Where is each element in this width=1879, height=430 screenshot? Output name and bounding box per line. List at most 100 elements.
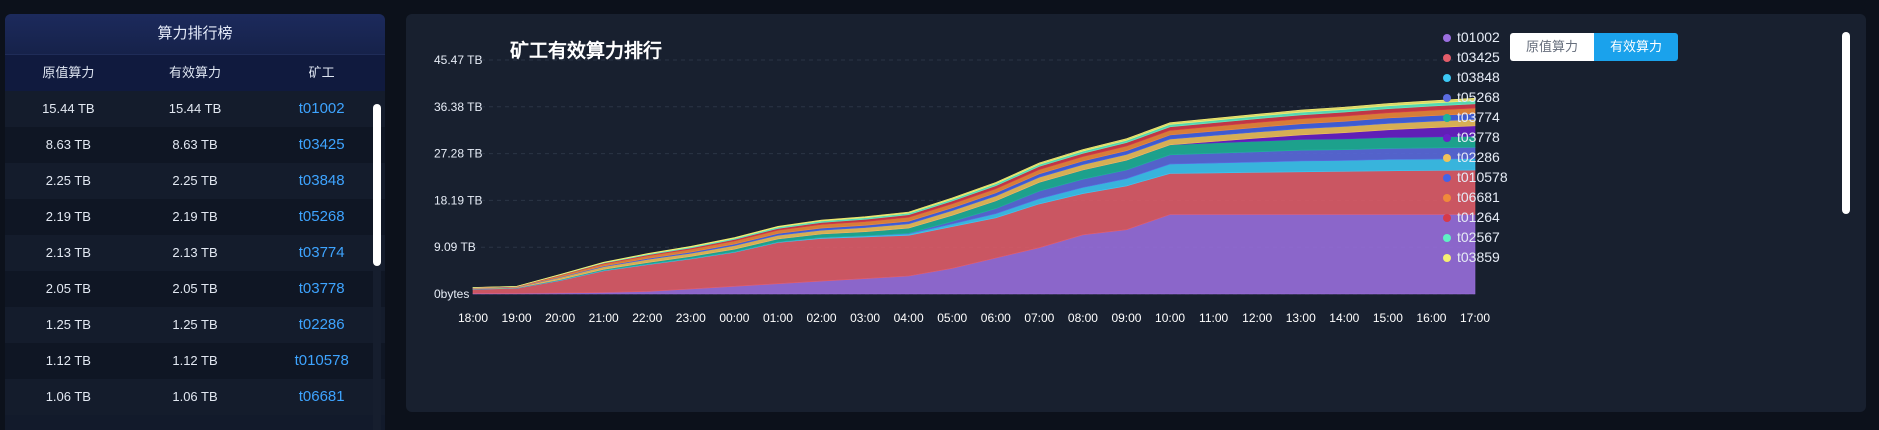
x-tick-label: 06:00 bbox=[981, 311, 1011, 325]
ranking-title: 算力排行榜 bbox=[5, 14, 385, 54]
x-tick-label: 13:00 bbox=[1286, 311, 1316, 325]
header-raw-power: 原值算力 bbox=[42, 65, 95, 80]
table-row: 8.63 TB 8.63 TB t03425 bbox=[5, 127, 385, 163]
raw-power-cell: 8.63 TB bbox=[45, 137, 91, 152]
miner-link[interactable]: t03425 bbox=[298, 136, 345, 153]
effective-power-cell: 2.05 TB bbox=[172, 281, 218, 296]
legend-item-t06681[interactable]: t06681 bbox=[1457, 189, 1500, 205]
legend-dot-icon bbox=[1443, 54, 1451, 62]
legend-item-t01264[interactable]: t01264 bbox=[1457, 209, 1500, 225]
x-tick-label: 23:00 bbox=[676, 311, 706, 325]
x-tick-label: 16:00 bbox=[1416, 311, 1446, 325]
x-tick-label: 14:00 bbox=[1329, 311, 1359, 325]
raw-power-toggle-button[interactable]: 原值算力 bbox=[1510, 33, 1595, 61]
table-row: 2.25 TB 2.25 TB t03848 bbox=[5, 163, 385, 199]
effective-power-cell: 1.25 TB bbox=[172, 317, 218, 332]
raw-power-cell: 2.13 TB bbox=[45, 245, 91, 260]
legend-dot-icon bbox=[1443, 114, 1451, 122]
x-tick-label: 20:00 bbox=[545, 311, 575, 325]
x-tick-label: 03:00 bbox=[850, 311, 880, 325]
chart-title: 矿工有效算力排行 bbox=[510, 41, 663, 62]
ranking-scrollbar-track[interactable] bbox=[373, 104, 381, 430]
legend-item-t02286[interactable]: t02286 bbox=[1457, 149, 1500, 165]
table-row: 1.06 TB 1.06 TB t06681 bbox=[5, 379, 385, 415]
x-tick-label: 19:00 bbox=[502, 311, 532, 325]
chart-panel: 0bytes 9.09 TB 18.19 TB 27.28 TB 36.38 TB 45.… bbox=[406, 14, 1866, 412]
legend-item-t03774[interactable]: t03774 bbox=[1457, 109, 1500, 125]
legend-scrollbar-thumb[interactable] bbox=[1842, 32, 1850, 214]
effective-power-cell: 2.25 TB bbox=[172, 173, 218, 188]
legend-item-t03778[interactable]: t03778 bbox=[1457, 129, 1500, 145]
effective-power-cell: 1.06 TB bbox=[172, 389, 218, 404]
raw-power-cell: 1.25 TB bbox=[45, 317, 91, 332]
x-tick-label: 17:00 bbox=[1460, 311, 1490, 325]
effective-power-cell: 1.12 TB bbox=[172, 353, 218, 368]
legend-item-t02567[interactable]: t02567 bbox=[1457, 229, 1500, 245]
ranking-header: 原值算力 有效算力 矿工 bbox=[5, 54, 385, 91]
ranking-scrollbar-thumb[interactable] bbox=[373, 104, 381, 266]
legend-item-t03859[interactable]: t03859 bbox=[1457, 249, 1500, 265]
legend-dot-icon bbox=[1443, 34, 1451, 42]
legend-dot-icon bbox=[1443, 194, 1451, 202]
legend-item-t010578[interactable]: t010578 bbox=[1457, 169, 1508, 185]
x-tick-label: 09:00 bbox=[1111, 311, 1141, 325]
legend-dot-icon bbox=[1443, 174, 1451, 182]
x-tick-label: 01:00 bbox=[763, 311, 793, 325]
x-tick-label: 05:00 bbox=[937, 311, 967, 325]
miner-link[interactable]: t03848 bbox=[298, 172, 345, 189]
legend-dot-icon bbox=[1443, 214, 1451, 222]
legend-dot-icon bbox=[1443, 254, 1451, 262]
header-miner: 矿工 bbox=[308, 65, 335, 80]
legend-item-t01002[interactable]: t01002 bbox=[1457, 29, 1500, 45]
legend-dot-icon bbox=[1443, 154, 1451, 162]
y-tick-label: 9.09 TB bbox=[434, 240, 476, 254]
x-tick-label: 11:00 bbox=[1199, 311, 1228, 325]
y-axis-ticks: 0bytes 9.09 TB 18.19 TB 27.28 TB 36.38 TB 45.… bbox=[434, 53, 482, 301]
raw-power-cell: 15.44 TB bbox=[42, 101, 95, 116]
x-tick-label: 02:00 bbox=[807, 311, 837, 325]
x-tick-label: 18:00 bbox=[458, 311, 488, 325]
effective-power-cell: 2.19 TB bbox=[172, 209, 218, 224]
raw-power-cell: 1.06 TB bbox=[45, 389, 91, 404]
effective-power-cell: 15.44 TB bbox=[168, 101, 222, 116]
effective-power-chart: 0bytes 9.09 TB 18.19 TB 27.28 TB 36.38 TB 45.… bbox=[434, 29, 1508, 325]
legend-dot-icon bbox=[1443, 74, 1451, 82]
table-row: 2.13 TB 2.13 TB t03774 bbox=[5, 235, 385, 271]
y-tick-label: 18.19 TB bbox=[434, 193, 482, 207]
miner-link[interactable]: t010578 bbox=[294, 352, 349, 369]
legend-dot-icon bbox=[1443, 94, 1451, 102]
miner-link[interactable]: t02286 bbox=[298, 316, 345, 333]
x-axis-ticks: 18:00 19:00 20:00 21:00 22:00 23:00 00:00 01:00… bbox=[458, 311, 1490, 325]
effective-power-cell: 8.63 TB bbox=[172, 137, 218, 152]
raw-power-cell: 2.05 TB bbox=[45, 281, 91, 296]
table-row: 1.25 TB 1.25 TB t02286 bbox=[5, 307, 385, 343]
legend-dot-icon bbox=[1443, 134, 1451, 142]
y-tick-label: 27.28 TB bbox=[434, 147, 482, 161]
table-row: 1.12 TB 1.12 TB t010578 bbox=[5, 343, 385, 379]
x-tick-label: 07:00 bbox=[1024, 311, 1054, 325]
table-row: 15.44 TB 15.44 TB t01002 bbox=[5, 91, 385, 127]
effective-power-cell: 2.13 TB bbox=[172, 245, 218, 260]
raw-power-cell: 2.25 TB bbox=[45, 173, 91, 188]
raw-power-cell: 1.12 TB bbox=[45, 353, 91, 368]
ranking-panel: 算力排行榜 原值算力 有效算力 矿工 15.44 TB 15.44 TB t01… bbox=[5, 14, 385, 430]
legend-item-t03425[interactable]: t03425 bbox=[1457, 49, 1500, 65]
legend-item-t03848[interactable]: t03848 bbox=[1457, 69, 1500, 85]
x-tick-label: 04:00 bbox=[894, 311, 924, 325]
y-tick-label: 36.38 TB bbox=[434, 100, 482, 114]
legend-item-t05268[interactable]: t05268 bbox=[1457, 89, 1500, 105]
x-tick-label: 15:00 bbox=[1373, 311, 1403, 325]
chart-areas bbox=[472, 97, 1476, 295]
y-tick-label: 0bytes bbox=[434, 287, 469, 301]
miner-link[interactable]: t06681 bbox=[298, 388, 345, 405]
miner-link[interactable]: t03774 bbox=[298, 244, 345, 261]
miner-link[interactable]: t01002 bbox=[298, 100, 345, 117]
ranking-body: 15.44 TB 15.44 TB t01002 8.63 TB 8.63 TB… bbox=[5, 91, 385, 415]
raw-power-cell: 2.19 TB bbox=[45, 209, 91, 224]
x-tick-label: 00:00 bbox=[719, 311, 749, 325]
table-row: 2.05 TB 2.05 TB t03778 bbox=[5, 271, 385, 307]
x-tick-label: 10:00 bbox=[1155, 311, 1185, 325]
miner-link[interactable]: t03778 bbox=[298, 280, 345, 297]
effective-power-toggle-button[interactable]: 有效算力 bbox=[1594, 33, 1679, 61]
miner-link[interactable]: t05268 bbox=[298, 208, 345, 225]
